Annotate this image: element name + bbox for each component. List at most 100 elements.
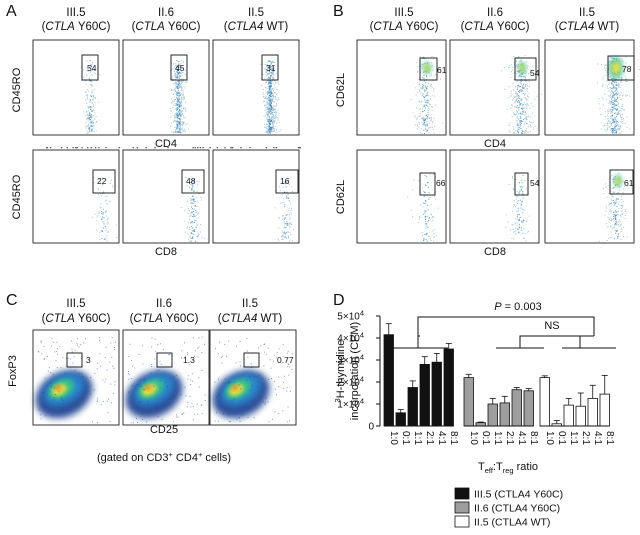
panel-c-title-1-id: III.5: [66, 298, 85, 310]
panel-b-row2-xlabel: CD8: [484, 246, 506, 258]
panel-d-ytick-label-4: 4×104: [337, 331, 364, 345]
panel-d-xtick-s1-4: 2:1: [424, 431, 435, 445]
panel-a-row2-gate-3-value: 16: [280, 176, 290, 186]
panel-a-row-separator-events: [46, 147, 301, 149]
panel-b-row2-ylabel: CD62L: [335, 180, 347, 214]
panel-c-title-3-geno: (CTLA4 WT): [218, 313, 283, 325]
panel-b-title-1-gene: CTLA: [373, 21, 403, 33]
panel-d-ytick-label-3: 3×104: [337, 353, 364, 367]
panel-d-bar-s3-8-1: [599, 393, 610, 427]
panel-d-xtick-s1-1: 1:0: [388, 431, 399, 445]
panel-b-row1-xlabel: CD4: [484, 138, 506, 150]
panel-d-legend-swatch-2: [454, 501, 470, 514]
panel-d-xtick-s1-2: 0:1: [400, 431, 411, 445]
panel-b-title-3-geno: (CTLA4 WT): [555, 21, 620, 33]
panel-b-row2-gate-3-value: 61: [624, 178, 634, 188]
panel-a-row1-gate-3: [261, 54, 279, 81]
panel-b-row2-plot-3: [544, 149, 635, 244]
panel-d-significance-brackets: [388, 316, 616, 349]
panel-b-row2-gate-1-value: 66: [436, 178, 446, 188]
panel-c-title-1-gene: CTLA: [45, 313, 75, 325]
panel-d-xtick-s1-3: 1:1: [412, 431, 423, 445]
panel-d-xtick-s3-6: 8:1: [604, 431, 615, 445]
panel-b-row1-gate-3-value: 78: [622, 64, 632, 74]
panel-a-title-2-id: II.6: [158, 7, 174, 19]
panel-d-legend-swatch-3: [454, 515, 470, 528]
panel-d-xtick-s3-4: 2:1: [580, 431, 591, 445]
panel-a-row2-gate-2: [181, 169, 205, 194]
panel-c-title-2-id: II.6: [156, 298, 172, 310]
panel-b-row2-gate-2-value: 54: [530, 178, 540, 188]
panel-a-title-2-geno: (CTLA Y60C): [132, 21, 201, 33]
panel-c-title-3-mut: WT): [257, 313, 282, 325]
panel-d-xtick-s2-4: 2:1: [504, 431, 515, 445]
panel-b-letter: B: [333, 3, 344, 20]
panel-d-bar-s1-8-1: [443, 348, 454, 427]
panel-a-row1-ylabel: CD45RO: [11, 67, 23, 112]
panel-d-xtick-s1-6: 8:1: [448, 431, 459, 445]
panel-c-gate-3: [243, 352, 260, 368]
panel-a-row2-plot-1: [32, 149, 120, 244]
panel-b-row2-gate-1: [419, 172, 436, 196]
panel-a-plots: [32, 39, 301, 244]
panel-b-title-1-geno: (CTLA Y60C): [370, 21, 439, 33]
panel-d-xtick-s3-3: 1:1: [568, 431, 579, 445]
panel-b-row1-density-2: [517, 61, 527, 75]
panel-a-row2-events-1: [92, 177, 124, 242]
panel-a-row2-events-2: [180, 177, 205, 242]
panel-d-xtick-s2-3: 1:1: [492, 431, 503, 445]
panel-a-row1-plot-1: [32, 39, 120, 136]
panel-b-row1-density-3: [608, 56, 624, 80]
panel-b-title-2-mut: Y60C): [494, 21, 530, 33]
panel-a-title-3-gene: CTLA4: [228, 21, 264, 33]
panel-b-row2-density-3: [613, 174, 623, 188]
panel-d-xtick-s2-1: 1:0: [468, 431, 479, 445]
panel-d-legend-swatch-1: [454, 487, 470, 500]
panel-a-title-1-id: III.5: [66, 7, 85, 19]
panel-a-row1-gate-1: [81, 54, 99, 81]
panel-a-row2-gate-2-value: 48: [186, 176, 196, 186]
panel-c-title-1-mut: Y60C): [75, 313, 111, 325]
panel-b-row1-gate-1-value: 61: [437, 65, 447, 75]
panel-c-gate-3-value: 0.77: [277, 355, 294, 365]
panel-b-plots: [356, 39, 640, 244]
panel-b-row2-gate-2: [514, 172, 529, 196]
panel-a-letter: A: [6, 3, 17, 20]
panel-a-row2-gate-1-value: 22: [97, 176, 107, 186]
panel-d-xtick-s3-5: 4:1: [592, 431, 603, 445]
panel-a-row1-plot-2: [122, 39, 210, 136]
panel-d-xtick-s2-6: 8:1: [528, 431, 539, 445]
panel-b-title-1-id: III.5: [394, 7, 413, 19]
panel-a-row1-gate-2: [170, 54, 188, 81]
panel-c-gate-2-value: 1.3: [183, 355, 195, 365]
panel-c-gate-1: [66, 352, 83, 368]
panel-d-bar-s3-2-1: [575, 405, 586, 427]
panel-c-title-2-gene: CTLA: [133, 313, 163, 325]
panel-d-xtick-s1-5: 4:1: [436, 431, 447, 445]
panel-d-letter: D: [333, 292, 345, 309]
panel-b-row2-gate-3: [609, 169, 634, 195]
panel-b-row1-plot-2: [449, 39, 540, 136]
panel-a-title-3-geno: (CTLA4 WT): [224, 21, 289, 33]
panel-a-title-2-mut: Y60C): [165, 21, 201, 33]
panel-d-xlabel: Teff:Treg ratio: [478, 461, 538, 475]
panel-b-row1-density-1: [422, 61, 432, 75]
panel-d-legend-label-3: II.5 (CTLA4 WT): [474, 517, 550, 529]
panel-d-legend-label-1: III.5 (CTLA4 Y60C): [474, 489, 563, 501]
panel-b-row2-events-3: [598, 172, 628, 242]
panel-d-xtick-s3-1: 1:0: [544, 431, 555, 445]
panel-c-title-2-mut: Y60C): [163, 313, 199, 325]
panel-b-title-3-mut: WT): [594, 21, 619, 33]
panel-d-bar-s3-4-1: [587, 398, 598, 427]
panel-a-row1-xlabel: CD4: [155, 138, 177, 150]
panel-d-bar-s3-1-0: [539, 377, 550, 427]
panel-a-row1-gate-1-value: 54: [87, 63, 97, 73]
panel-d-ytick-label-5: 5×104: [337, 309, 364, 323]
panel-a-row2-gate-1: [92, 169, 116, 194]
panel-d-bar-s3-1-1: [563, 404, 574, 427]
panel-d-ytick-label-1: 1×104: [337, 397, 364, 411]
panel-b-title-2-gene: CTLA: [464, 21, 494, 33]
panel-c-title-1-geno: (CTLA Y60C): [42, 313, 111, 325]
panel-b-row1-gate-1: [419, 57, 438, 81]
